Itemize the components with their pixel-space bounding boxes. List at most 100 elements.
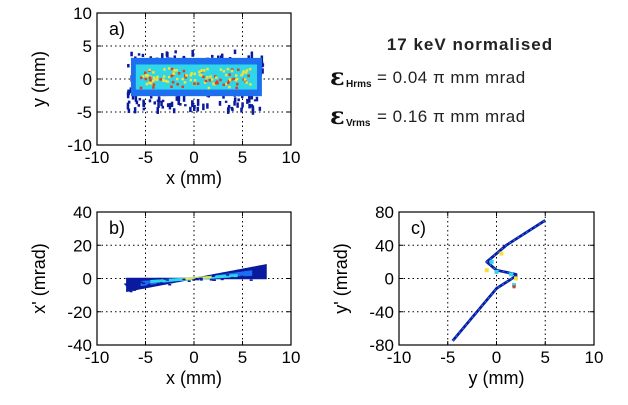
density-cell bbox=[189, 106, 192, 113]
density-cell bbox=[152, 86, 155, 89]
density-cell bbox=[233, 100, 236, 106]
density-cell bbox=[250, 51, 254, 59]
density-cell bbox=[152, 71, 155, 74]
density-cell bbox=[173, 55, 177, 60]
density-cell bbox=[148, 76, 152, 79]
density-cell bbox=[143, 71, 147, 75]
density-cell bbox=[137, 53, 141, 56]
density-cell bbox=[241, 95, 244, 99]
density-map bbox=[124, 264, 267, 293]
annotation-title: 17 keV normalised bbox=[387, 35, 553, 54]
panel-label: a) bbox=[109, 19, 125, 39]
y-axis-label: y' (mrad) bbox=[331, 243, 351, 313]
epsilon-h-value: = 0.04 π mm mrad bbox=[377, 68, 526, 87]
density-cell bbox=[212, 274, 216, 276]
density-cell bbox=[144, 73, 148, 77]
density-cell bbox=[142, 282, 146, 285]
density-cell bbox=[232, 77, 235, 81]
density-cell bbox=[161, 99, 165, 103]
density-cell bbox=[258, 106, 262, 111]
density-cell bbox=[204, 79, 208, 83]
density-cell bbox=[206, 103, 209, 109]
density-cell bbox=[196, 98, 200, 106]
density-cell bbox=[156, 75, 159, 79]
density-cell bbox=[248, 67, 252, 71]
y-tick-label: 0 bbox=[385, 270, 394, 289]
density-cell bbox=[212, 82, 215, 85]
density-cell bbox=[192, 106, 196, 112]
density-cell bbox=[227, 81, 230, 85]
density-cell bbox=[137, 104, 141, 107]
density-cell bbox=[226, 107, 230, 114]
epsilon-v-symbol: ε bbox=[330, 101, 345, 130]
density-cell bbox=[235, 74, 238, 77]
density-cell bbox=[245, 81, 248, 84]
density-cell bbox=[198, 73, 202, 77]
y-tick-label: 10 bbox=[73, 4, 92, 23]
density-cell bbox=[129, 290, 133, 293]
y-tick-label: -40 bbox=[369, 303, 394, 322]
density-cell bbox=[144, 77, 148, 81]
density-cell bbox=[157, 102, 160, 109]
density-cell bbox=[514, 276, 518, 281]
density-cell bbox=[139, 281, 143, 284]
density-cell bbox=[202, 69, 206, 72]
density-cell bbox=[124, 283, 128, 285]
density-cell bbox=[187, 280, 191, 282]
density-cell bbox=[240, 74, 243, 77]
density-cell bbox=[230, 276, 234, 279]
density-cell bbox=[181, 85, 185, 89]
density-cell bbox=[156, 282, 160, 285]
density-cell bbox=[193, 79, 197, 82]
density-cell bbox=[210, 78, 214, 81]
density-cell bbox=[152, 83, 156, 86]
density-cell bbox=[220, 278, 224, 281]
density-cell bbox=[237, 68, 240, 72]
density-cell bbox=[177, 98, 180, 106]
density-cell bbox=[168, 283, 172, 286]
density-map bbox=[451, 219, 547, 342]
density-cell bbox=[251, 107, 255, 115]
y-tick-label: 5 bbox=[83, 37, 92, 56]
phase-space-curve bbox=[451, 219, 547, 342]
density-cell bbox=[250, 104, 254, 108]
density-cell bbox=[248, 103, 251, 109]
density-cell bbox=[179, 102, 182, 106]
density-cell bbox=[240, 275, 244, 278]
density-cell bbox=[227, 104, 231, 109]
epsilon-v-subscript: Vrms bbox=[346, 118, 371, 129]
y-axis-label: y (mm) bbox=[29, 51, 49, 107]
density-cell bbox=[182, 95, 186, 102]
y-tick-label: 80 bbox=[375, 203, 394, 222]
density-cell bbox=[129, 89, 133, 94]
x-tick-label: -5 bbox=[138, 348, 153, 367]
density-cell bbox=[224, 73, 228, 77]
density-cell bbox=[193, 72, 197, 76]
density-cell bbox=[155, 78, 159, 81]
density-cell bbox=[196, 278, 200, 281]
density-cell bbox=[191, 49, 194, 57]
density-cell bbox=[131, 93, 135, 100]
y-tick-label: -20 bbox=[67, 303, 92, 322]
epsilon-v-value: = 0.16 π mm mrad bbox=[377, 107, 526, 126]
density-cell bbox=[175, 77, 179, 81]
density-cell bbox=[233, 97, 237, 103]
density-cell bbox=[146, 74, 150, 77]
density-cell bbox=[255, 96, 259, 102]
density-cell bbox=[170, 101, 174, 108]
density-cell bbox=[164, 79, 168, 83]
density-cell bbox=[150, 82, 153, 85]
density-cell bbox=[202, 103, 205, 111]
density-cell bbox=[141, 53, 145, 58]
x-tick-label: 5 bbox=[238, 148, 247, 167]
density-cell bbox=[170, 74, 173, 78]
density-cell bbox=[130, 51, 133, 57]
density-cell bbox=[135, 100, 139, 105]
density-cell bbox=[199, 279, 203, 281]
density-cell bbox=[181, 77, 184, 81]
density-cell bbox=[209, 75, 212, 78]
density-cell bbox=[235, 86, 238, 90]
x-tick-label: -5 bbox=[138, 148, 153, 167]
y-axis-label: x' (mrad) bbox=[29, 243, 49, 313]
density-cell bbox=[153, 78, 156, 81]
